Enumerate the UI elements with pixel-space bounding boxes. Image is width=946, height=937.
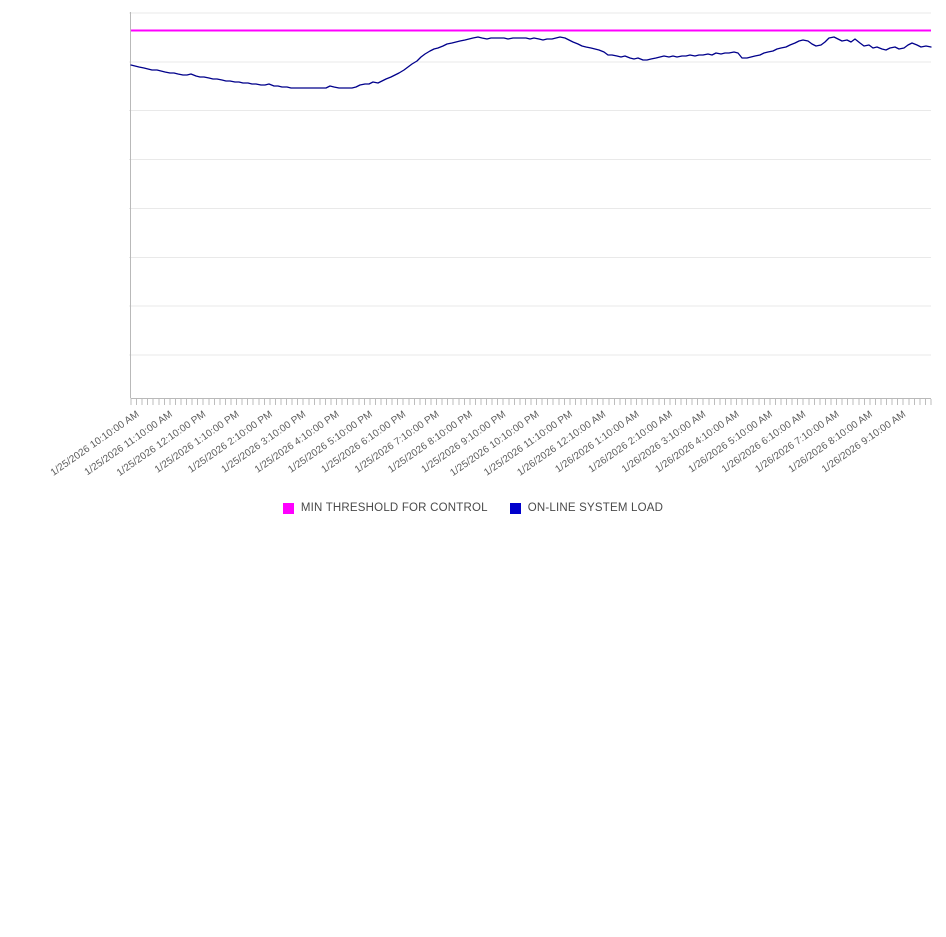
legend-label: MIN THRESHOLD FOR CONTROL <box>300 502 488 514</box>
x-axis-tick-labels: 1/25/2026 10:10:00 AM 1/25/2026 11:10:00 … <box>0 398 946 498</box>
legend-color-swatch-icon <box>282 502 294 514</box>
series-line-load <box>130 36 932 89</box>
series-lines <box>130 29 932 89</box>
chart-legend: MIN THRESHOLD FOR CONTROL ON-LINE SYSTEM … <box>0 496 946 520</box>
legend-entry[interactable]: ON-LINE SYSTEM LOAD <box>509 502 664 514</box>
legend-entry[interactable]: MIN THRESHOLD FOR CONTROL <box>282 502 488 514</box>
legend-color-swatch-icon <box>509 502 521 514</box>
gridlines <box>129 12 931 356</box>
chart-container: 1/25/2026 10:10:00 AM 1/25/2026 11:10:00 … <box>0 12 946 520</box>
legend-label: ON-LINE SYSTEM LOAD <box>527 502 664 514</box>
axis-lines <box>130 12 931 399</box>
chart-plot-area <box>129 12 932 405</box>
x-axis-tick-marks <box>130 399 932 405</box>
